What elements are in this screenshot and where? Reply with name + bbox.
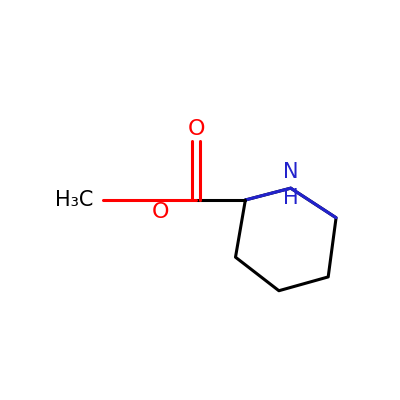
Text: O: O	[152, 202, 169, 222]
Text: H: H	[283, 188, 298, 208]
Text: N: N	[283, 162, 298, 182]
Text: O: O	[187, 119, 205, 139]
Text: H₃C: H₃C	[54, 190, 93, 210]
